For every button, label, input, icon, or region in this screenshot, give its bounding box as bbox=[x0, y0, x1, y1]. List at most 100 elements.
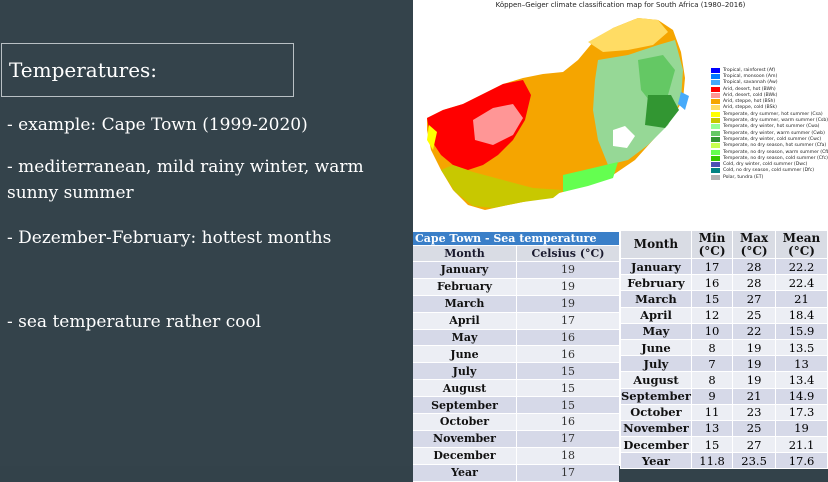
air-temperature-table: Month Min (°C) Max (°C) Mean (°C) Januar… bbox=[620, 230, 828, 470]
air-min-cell: 13 bbox=[690, 419, 734, 438]
air-mean-cell: 15.9 bbox=[775, 322, 828, 340]
air-max-cell: 27 bbox=[732, 290, 776, 308]
air-max-cell: 19 bbox=[732, 371, 776, 389]
legend-swatch bbox=[711, 67, 720, 73]
air-max-cell: 21 bbox=[732, 387, 776, 405]
sea-value-cell: 15 bbox=[516, 396, 619, 415]
air-max-cell: 19 bbox=[732, 338, 776, 357]
air-header-month: Month bbox=[620, 230, 692, 259]
legend-label: Polar, tundra (ET) bbox=[723, 174, 764, 180]
air-min-cell: 11.8 bbox=[690, 452, 734, 470]
air-max-cell: 23 bbox=[732, 403, 776, 421]
air-max-cell: 19 bbox=[732, 355, 776, 373]
table-row: December 18 bbox=[413, 447, 619, 465]
air-max-cell: 28 bbox=[732, 274, 776, 292]
air-mean-cell: 14.9 bbox=[775, 387, 828, 405]
table-row: March 15 27 21 bbox=[620, 290, 828, 308]
legend-label: Cold, dry winter, cold summer (Dwc) bbox=[723, 162, 808, 168]
table-row: November 17 bbox=[413, 430, 619, 448]
legend-swatch bbox=[711, 118, 720, 124]
air-min-cell: 9 bbox=[690, 387, 734, 405]
sea-month-cell: October bbox=[413, 413, 517, 431]
table-row: November 13 25 19 bbox=[620, 419, 828, 438]
legend-label: Arid, desert, hot (BWh) bbox=[723, 86, 776, 92]
air-month-cell: October bbox=[620, 403, 692, 421]
legend-label: Temperate, no dry season, hot summer (Cf… bbox=[723, 143, 827, 149]
sea-month-cell: August bbox=[413, 379, 517, 398]
air-month-cell: February bbox=[620, 274, 692, 292]
table-row: July 15 bbox=[413, 362, 619, 381]
table-row: February 16 28 22.4 bbox=[620, 274, 828, 292]
table-row: July 7 19 13 bbox=[620, 355, 828, 373]
air-min-cell: 8 bbox=[690, 371, 734, 389]
sea-month-cell: June bbox=[413, 345, 517, 364]
air-mean-cell: 21.1 bbox=[775, 436, 828, 454]
legend-label: Temperate, no dry season, warm summer (C… bbox=[723, 149, 828, 155]
air-mean-cell: 19 bbox=[775, 419, 828, 438]
legend-swatch bbox=[711, 143, 720, 149]
bullet-hottest: - Dezember-February: hottest months bbox=[7, 228, 332, 248]
air-max-cell: 28 bbox=[732, 257, 776, 276]
bullet-sea: - sea temperature rather cool bbox=[7, 312, 262, 332]
table-row: January 17 28 22.2 bbox=[620, 257, 828, 276]
table-row: March 19 bbox=[413, 295, 619, 313]
legend-item: Tropical, savannah (Aw) bbox=[711, 80, 828, 86]
legend-label: Tropical, monsoon (Am) bbox=[723, 73, 778, 79]
legend-swatch bbox=[711, 174, 720, 180]
legend-item: Cold, dry winter, cold summer (Dwc) bbox=[711, 161, 828, 168]
legend-item: Polar, tundra (ET) bbox=[711, 174, 828, 180]
slide-heading: Temperatures: bbox=[9, 58, 158, 82]
legend-label: Tropical, rainforest (Af) bbox=[723, 67, 776, 73]
sea-value-cell: 19 bbox=[516, 295, 619, 313]
air-month-cell: April bbox=[620, 306, 692, 324]
legend-item: Temperate, no dry season, cold summer (C… bbox=[711, 155, 828, 161]
legend-label: Temperate, dry summer, warm summer (Csb) bbox=[723, 118, 828, 124]
table-row: April 17 bbox=[413, 312, 619, 330]
legend-item: Arid, steppe, cold (BSk) bbox=[711, 105, 828, 111]
legend-item: Arid, steppe, hot (BSh) bbox=[711, 98, 828, 105]
sea-month-cell: March bbox=[413, 295, 517, 313]
sea-month-cell: Year bbox=[413, 464, 517, 482]
legend-label: Arid, steppe, cold (BSk) bbox=[723, 105, 777, 111]
sea-value-cell: 15 bbox=[516, 379, 619, 398]
sea-value-cell: 16 bbox=[516, 413, 619, 431]
table-row: May 10 22 15.9 bbox=[620, 322, 828, 340]
air-mean-cell: 17.3 bbox=[775, 403, 828, 421]
bullet-example: - example: Cape Town (1999-2020) bbox=[7, 115, 308, 135]
legend-item: Temperate, dry summer, warm summer (Csb) bbox=[711, 117, 828, 124]
legend-label: Temperate, no dry season, cold summer (C… bbox=[723, 155, 828, 161]
sea-month-cell: February bbox=[413, 278, 517, 296]
air-min-cell: 16 bbox=[690, 274, 734, 292]
legend-item: Temperate, no dry season, warm summer (C… bbox=[711, 149, 828, 155]
legend-label: Temperate, dry summer, hot summer (Csa) bbox=[723, 111, 823, 117]
sea-month-cell: September bbox=[413, 396, 517, 415]
air-mean-cell: 21 bbox=[775, 290, 828, 308]
legend-label: Temperate, dry winter, hot summer (Cwa) bbox=[723, 124, 820, 130]
table-row: September 15 bbox=[413, 396, 619, 415]
sea-value-cell: 19 bbox=[516, 261, 619, 279]
sea-table-caption: Cape Town - Sea temperature bbox=[413, 232, 619, 246]
heading-box: Temperatures: bbox=[1, 43, 294, 97]
air-max-cell: 27 bbox=[732, 436, 776, 454]
legend-label: Temperate, dry winter, cold summer (Cwc) bbox=[723, 136, 822, 142]
air-mean-cell: 13 bbox=[775, 355, 828, 373]
legend-swatch bbox=[711, 73, 720, 79]
table-row: April 12 25 18.4 bbox=[620, 306, 828, 324]
legend-label: Tropical, savannah (Aw) bbox=[723, 80, 778, 86]
sea-month-cell: January bbox=[413, 261, 517, 279]
table-row: Year 17 bbox=[413, 464, 619, 482]
air-min-cell: 15 bbox=[690, 290, 734, 308]
table-row: June 16 bbox=[413, 345, 619, 364]
legend-swatch bbox=[711, 168, 720, 174]
air-mean-cell: 13.4 bbox=[775, 371, 828, 389]
air-max-cell: 25 bbox=[732, 419, 776, 438]
legend-item: Arid, desert, hot (BWh) bbox=[711, 86, 828, 92]
air-month-cell: September bbox=[620, 387, 692, 405]
sea-value-cell: 16 bbox=[516, 329, 619, 347]
legend-swatch bbox=[711, 124, 720, 130]
bullet-climate: - mediterranean, mild rainy winter, warm… bbox=[7, 157, 364, 203]
air-header-max: Max (°C) bbox=[732, 230, 776, 259]
table-row: June 8 19 13.5 bbox=[620, 338, 828, 357]
air-month-cell: March bbox=[620, 290, 692, 308]
air-min-cell: 7 bbox=[690, 355, 734, 373]
